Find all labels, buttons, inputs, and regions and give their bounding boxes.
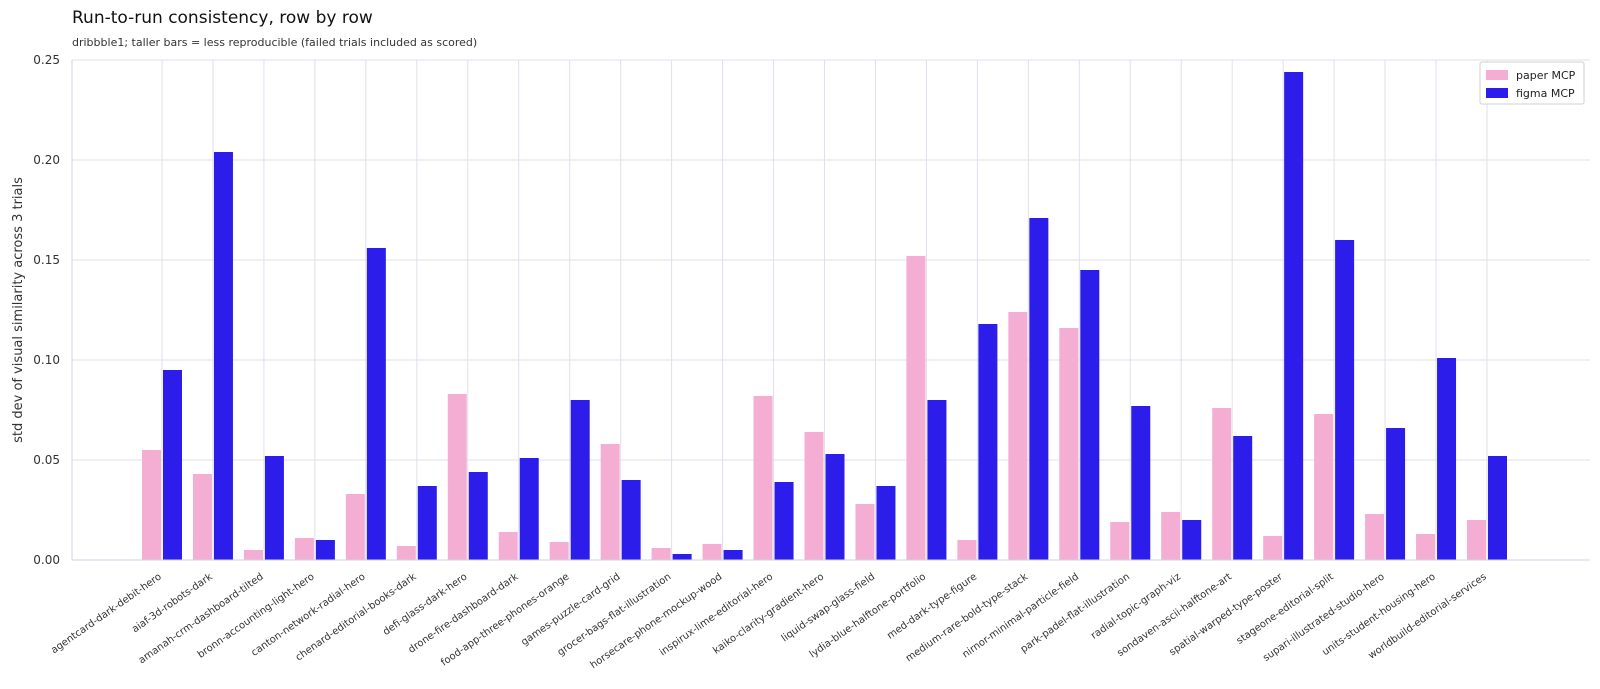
- paper-mcp-bar: [600, 444, 620, 560]
- figma-mcp-bar: [1182, 520, 1202, 560]
- figma-mcp-bar: [315, 540, 335, 560]
- paper-mcp-bar: [1467, 520, 1486, 560]
- figma-mcp-bar: [570, 400, 590, 560]
- y-tick-label: 0.05: [33, 453, 60, 467]
- x-tick-label: games-puzzle-card-grid: [519, 571, 622, 648]
- figma-mcp-bar: [621, 480, 641, 560]
- paper-mcp-bar: [804, 432, 824, 560]
- chart-title: Run-to-run consistency, row by row: [72, 8, 373, 28]
- figma-mcp-bar: [1131, 406, 1151, 560]
- y-axis-label: std dev of visual similarity across 3 tr…: [11, 177, 26, 443]
- legend-swatch: [1486, 88, 1508, 98]
- figma-mcp-bar: [417, 486, 437, 560]
- paper-mcp-bar: [906, 256, 926, 560]
- paper-mcp-bar: [294, 538, 314, 560]
- paper-mcp-bar: [1059, 328, 1079, 560]
- legend-label: figma MCP: [1516, 87, 1575, 100]
- figma-mcp-bar: [1437, 358, 1457, 560]
- paper-mcp-bar: [396, 546, 416, 560]
- figma-mcp-bar: [1488, 456, 1507, 560]
- paper-mcp-bar: [243, 550, 263, 560]
- figma-mcp-bar: [978, 324, 998, 560]
- y-tick-label: 0.10: [33, 353, 60, 367]
- figma-mcp-bar: [1233, 436, 1253, 560]
- paper-mcp-bar: [447, 394, 467, 560]
- figma-mcp-bar: [723, 550, 743, 560]
- paper-mcp-bar: [1365, 514, 1385, 560]
- paper-mcp-bar: [855, 504, 875, 560]
- figma-mcp-bar: [672, 554, 692, 560]
- figma-mcp-bar: [366, 248, 386, 560]
- y-tick-label: 0.15: [33, 253, 60, 267]
- paper-mcp-bar: [1110, 522, 1130, 560]
- figma-mcp-bar: [774, 482, 794, 560]
- paper-mcp-bar: [1263, 536, 1283, 560]
- figma-mcp-bar: [1284, 72, 1304, 560]
- paper-mcp-bar: [142, 450, 161, 560]
- paper-mcp-bar: [651, 548, 671, 560]
- x-tick-label: defi-glass-dark-hero: [381, 571, 469, 637]
- figma-mcp-bar: [1386, 428, 1406, 560]
- paper-mcp-bar: [702, 544, 722, 560]
- y-tick-label: 0.25: [33, 53, 60, 67]
- figma-mcp-bar: [519, 458, 539, 560]
- figma-mcp-bar: [213, 152, 233, 560]
- paper-mcp-bar: [753, 396, 773, 560]
- x-tick-label: liquid-swap-glass-field: [780, 571, 877, 644]
- y-tick-label: 0.20: [33, 153, 60, 167]
- axes: [71, 60, 1590, 561]
- figma-mcp-bar: [1080, 270, 1100, 560]
- figma-mcp-bar: [264, 456, 284, 560]
- figma-mcp-bar: [163, 370, 182, 560]
- bars: [142, 72, 1507, 560]
- paper-mcp-bar: [345, 494, 365, 560]
- paper-mcp-bar: [1212, 408, 1232, 560]
- figma-mcp-bar: [1029, 218, 1049, 560]
- figma-mcp-bar: [1335, 240, 1355, 560]
- figma-mcp-bar: [876, 486, 896, 560]
- legend: paper MCP figma MCP: [1479, 61, 1585, 105]
- figma-mcp-bar: [825, 454, 845, 560]
- paper-mcp-bar: [1416, 534, 1436, 560]
- x-tick-label: radial-topic-graph-viz: [1089, 571, 1183, 641]
- paper-mcp-bar: [192, 474, 212, 560]
- x-tick-label: stageone-editorial-split: [1235, 571, 1336, 646]
- y-tick-labels: 0.00 0.05 0.10 0.15 0.20 0.25: [33, 53, 60, 567]
- paper-mcp-bar: [498, 532, 518, 560]
- paper-mcp-bar: [1008, 312, 1028, 560]
- figma-mcp-bar: [468, 472, 488, 560]
- chart-subtitle: dribbble1; taller bars = less reproducib…: [72, 36, 478, 49]
- figma-mcp-bar: [927, 400, 947, 560]
- legend-swatch: [1486, 70, 1508, 80]
- paper-mcp-bar: [957, 540, 977, 560]
- paper-mcp-bar: [1161, 512, 1181, 560]
- paper-mcp-bar: [1314, 414, 1334, 560]
- x-tick-labels: agentcard-dark-debit-heroaiaf-3d-robots-…: [49, 571, 1488, 671]
- paper-mcp-bar: [549, 542, 569, 560]
- x-tick-label: med-dark-type-figure: [885, 571, 979, 641]
- y-tick-label: 0.00: [33, 553, 60, 567]
- legend-label: paper MCP: [1516, 69, 1576, 82]
